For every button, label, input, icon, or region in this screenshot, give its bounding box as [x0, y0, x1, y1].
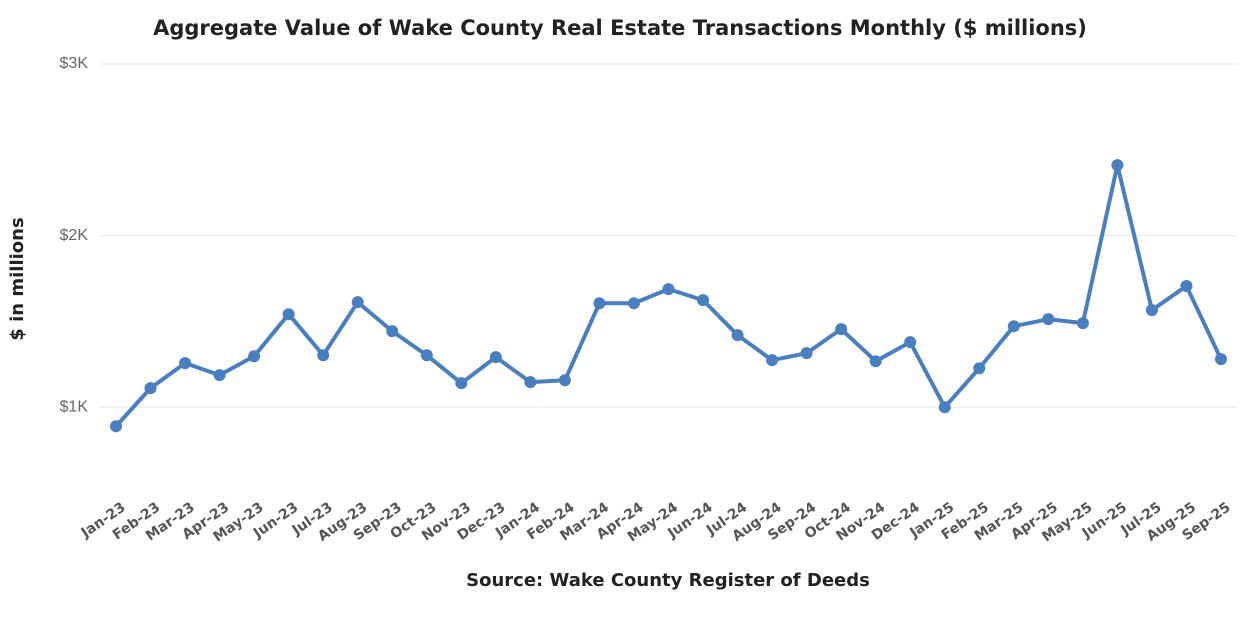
data-point	[1111, 159, 1124, 172]
data-point	[248, 350, 261, 363]
data-point	[1042, 313, 1055, 326]
data-point	[420, 349, 433, 362]
data-point	[766, 354, 779, 367]
y-tick-label: $1K	[60, 398, 89, 415]
data-point	[1007, 320, 1020, 333]
data-point	[489, 351, 502, 364]
data-point	[351, 296, 364, 309]
data-point	[558, 374, 571, 387]
data-point	[213, 369, 226, 382]
data-point	[593, 297, 606, 310]
x-axis-label: Source: Wake County Register of Deeds	[466, 570, 870, 591]
data-point	[179, 357, 192, 370]
data-point	[938, 401, 951, 414]
data-point	[869, 355, 882, 368]
data-point	[627, 297, 640, 310]
data-point	[904, 336, 917, 349]
data-point	[662, 283, 675, 296]
data-point	[282, 308, 295, 321]
data-point	[697, 294, 710, 307]
data-point	[973, 362, 986, 375]
y-tick-label: $2K	[60, 227, 89, 244]
data-point	[317, 349, 330, 362]
data-point	[731, 329, 744, 342]
data-point	[835, 323, 848, 336]
data-point	[1215, 353, 1227, 366]
y-axis-label: $ in millions	[7, 217, 28, 340]
data-point	[524, 376, 537, 389]
data-point	[110, 420, 122, 433]
data-point	[1076, 317, 1089, 330]
data-point	[386, 325, 399, 338]
data-point	[144, 382, 157, 395]
data-point	[1180, 280, 1193, 293]
chart-title: Aggregate Value of Wake County Real Esta…	[153, 16, 1087, 40]
data-line	[114, 163, 1223, 428]
data-point	[1145, 304, 1158, 317]
y-tick-label: $3K	[60, 55, 89, 72]
data-point	[455, 377, 468, 390]
data-point	[800, 347, 813, 360]
